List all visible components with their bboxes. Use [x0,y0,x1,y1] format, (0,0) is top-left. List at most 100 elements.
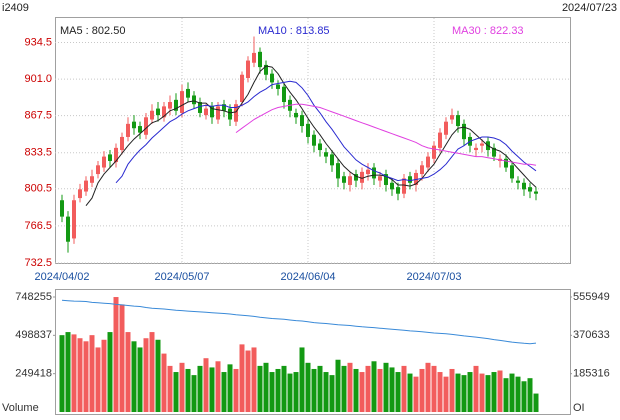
volume-bar [461,375,467,412]
candle-body [132,121,136,129]
y-tick-label: 249418 [15,368,52,380]
volume-bar [149,332,155,412]
volume-bar [401,365,407,412]
volume-bar [275,368,281,412]
volume-bar [83,341,89,412]
candle-body [432,145,436,159]
volume-bar [179,362,185,412]
candle-body [234,104,238,122]
candle-body [270,73,274,83]
ma-line [235,103,537,166]
volume-bar [419,368,425,412]
ma-label: MA5 : 802.50 [60,25,125,37]
candle-body [528,187,532,192]
candle-body [210,106,214,118]
volume-bar [203,358,209,412]
y-tick-label: 901.0 [24,73,52,85]
candle-body [522,182,526,190]
candle-body [450,115,454,120]
volume-bar [527,378,533,412]
candle-body [138,126,142,133]
candle-body [216,106,220,120]
candle-body [156,108,160,116]
candle-body [456,115,460,127]
volume-bar [371,361,377,412]
candle-body [258,51,262,68]
volume-bar [263,362,269,412]
candle-body [534,191,538,194]
y-tick-label: 498837 [15,329,52,341]
volume-bar [239,344,245,412]
candle-body [186,88,190,98]
candle-body [396,187,400,194]
volume-bar [101,339,107,412]
candle-body [78,189,82,199]
volume-bar [221,372,227,412]
candle-body [282,86,286,103]
candle-body [384,174,388,185]
volume-bar [131,341,137,412]
candle-body [294,112,298,118]
candle-body [318,143,322,151]
volume-bar [173,372,179,412]
candle-body [408,176,412,183]
candle-body [126,123,130,137]
volume-bar [341,365,347,412]
candle-body [330,154,334,166]
candle-body [354,174,358,181]
volume-bar [245,350,251,412]
candle-body [60,200,64,217]
volume-bar [395,372,401,412]
volume-bar [161,353,167,412]
volume-bar [257,365,263,412]
candle-body [90,176,94,183]
volume-bar [515,376,521,412]
y-tick-label: 748255 [15,291,52,303]
volume-bar [269,372,275,412]
volume-bar [353,368,359,412]
candle-body [420,165,424,175]
candle-body [366,169,370,175]
candle-body [96,165,100,175]
candle-body [438,132,442,148]
candle-body [492,147,496,157]
candle-body [414,172,418,185]
candle-body [246,60,250,79]
ma-line [85,65,537,207]
volume-bar [299,347,305,412]
volume-bar [215,361,221,412]
y2-tick-label: 370633 [573,329,610,341]
candle-body [348,176,352,185]
candle-body [228,108,232,120]
volume-bar [155,339,161,412]
y2-tick-label: 555949 [573,291,610,303]
volume-bar [347,362,353,412]
ma-label: MA30 : 822.33 [452,25,524,37]
x-tick-label: 2024/06/04 [280,271,335,283]
candle-body [324,152,328,157]
volume-bar [473,365,479,412]
candle-body [114,147,118,163]
volume-bar [311,368,317,412]
volume-bar [143,338,149,412]
ma-label: MA10 : 813.85 [258,25,330,37]
volume-bar [329,375,335,412]
candle-body [84,180,88,192]
y2-tick-label: 185316 [573,368,610,380]
volume-bar [77,338,83,412]
candle-body [342,176,346,183]
volume-bar [209,367,215,412]
y-tick-label: 934.5 [24,36,52,48]
oi-line [61,299,537,345]
volume-bar [113,297,119,412]
volume-frame [55,289,571,415]
y-tick-label: 766.5 [24,220,52,232]
volume-bar [71,334,77,412]
volume-bar [389,367,395,412]
volume-bar [233,368,239,412]
volume-bar [407,373,413,412]
volume-bar [437,372,443,412]
volume-bar [413,376,419,412]
volume-bar [533,393,539,412]
